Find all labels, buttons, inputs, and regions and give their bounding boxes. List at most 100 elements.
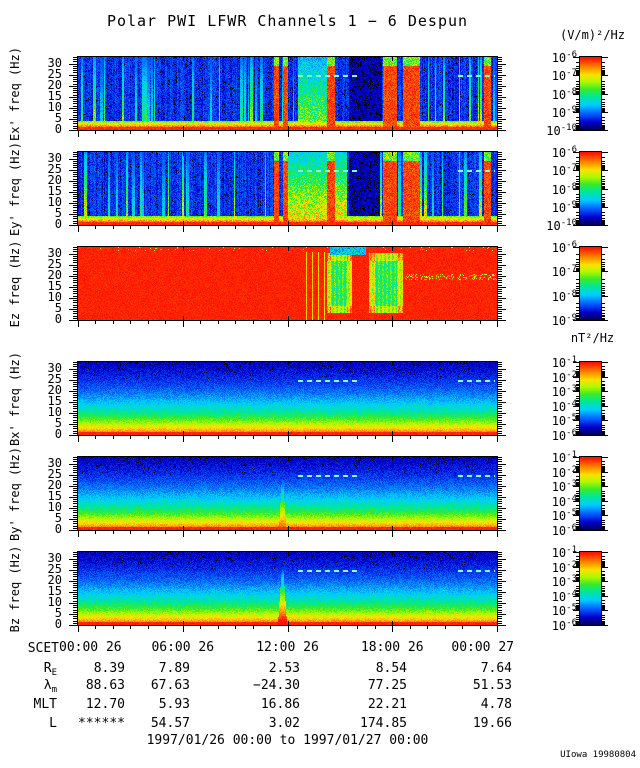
tick-mark xyxy=(498,108,506,109)
y-tick-label: 25 xyxy=(47,67,62,81)
tick-mark xyxy=(73,316,77,317)
colorbar-label-exponent: -4 xyxy=(566,494,577,504)
tick-mark xyxy=(73,552,77,553)
tick-mark xyxy=(73,431,77,432)
tick-mark xyxy=(602,528,605,529)
tick-mark xyxy=(73,433,77,434)
tick-mark xyxy=(498,86,506,87)
tick-mark xyxy=(602,125,605,126)
tick-mark xyxy=(270,626,271,629)
tick-mark xyxy=(498,523,502,524)
y-tick-label: 15 xyxy=(47,279,62,293)
tick-mark xyxy=(576,480,579,481)
tick-mark xyxy=(576,206,579,207)
tick-mark xyxy=(73,377,77,378)
tick-mark xyxy=(69,225,77,226)
tick-mark xyxy=(498,103,502,104)
tick-mark xyxy=(498,596,502,597)
tick-mark xyxy=(602,184,605,185)
tick-mark xyxy=(130,321,131,324)
tick-mark xyxy=(340,226,341,229)
tick-mark xyxy=(69,413,77,414)
tick-mark xyxy=(78,436,79,442)
tick-mark xyxy=(95,226,96,229)
y-tick-label: 20 xyxy=(47,268,62,282)
tick-mark xyxy=(498,411,502,412)
tick-mark xyxy=(576,588,579,589)
tick-mark xyxy=(218,226,219,229)
tick-mark xyxy=(498,484,502,485)
tick-mark xyxy=(602,486,608,487)
tick-mark xyxy=(200,131,201,134)
tick-mark xyxy=(305,321,306,324)
y-tick-label: 15 xyxy=(47,184,62,198)
tick-mark xyxy=(498,221,502,222)
tick-mark xyxy=(602,483,605,484)
tick-mark xyxy=(73,305,77,306)
tick-mark xyxy=(73,610,77,611)
tick-mark xyxy=(73,572,77,573)
tick-mark xyxy=(498,581,506,582)
tick-mark xyxy=(497,131,498,137)
tick-mark xyxy=(69,519,77,520)
tick-mark xyxy=(602,206,605,207)
tick-mark xyxy=(498,170,506,171)
tick-mark xyxy=(73,601,77,602)
tick-mark xyxy=(69,570,77,571)
tick-mark xyxy=(288,226,289,232)
tick-mark xyxy=(602,112,608,113)
colorbar-label-base: 10 xyxy=(551,546,567,560)
tick-mark xyxy=(602,559,605,560)
tick-mark xyxy=(602,62,605,63)
tick-mark xyxy=(498,320,506,321)
y-tick-label: 10 xyxy=(47,405,62,419)
tick-mark xyxy=(78,131,79,137)
tick-mark xyxy=(576,293,579,294)
tick-mark xyxy=(498,554,502,555)
tick-mark xyxy=(602,427,605,428)
ephemeris-value: ****** xyxy=(78,716,125,731)
tick-mark xyxy=(576,288,579,289)
tick-mark xyxy=(576,106,579,107)
ephemeris-row-label-subscript: m xyxy=(51,685,57,695)
tick-mark xyxy=(602,266,605,267)
tick-mark xyxy=(602,471,605,472)
tick-mark xyxy=(498,395,502,396)
y-tick-label: 5 xyxy=(54,416,62,430)
tick-mark xyxy=(498,251,502,252)
y-tick-label: 10 xyxy=(47,500,62,514)
tick-mark xyxy=(576,374,579,375)
tick-mark xyxy=(235,531,236,534)
tick-mark xyxy=(573,271,579,272)
tick-mark xyxy=(576,104,579,105)
tick-mark xyxy=(576,157,579,158)
colorbar-label-exponent: -2 xyxy=(566,370,577,380)
tick-mark xyxy=(602,625,608,626)
tick-mark xyxy=(73,66,77,67)
tick-mark xyxy=(305,531,306,534)
tick-mark xyxy=(576,262,579,263)
tick-mark xyxy=(498,561,502,562)
tick-mark xyxy=(73,373,77,374)
tick-mark xyxy=(73,364,77,365)
y-tick-label: 20 xyxy=(47,383,62,397)
tick-mark xyxy=(498,508,506,509)
tick-mark xyxy=(498,161,502,162)
tick-mark xyxy=(73,616,77,617)
tick-mark xyxy=(576,482,579,483)
tick-mark xyxy=(73,417,77,418)
tick-mark xyxy=(576,268,579,269)
y-tick-label: 20 xyxy=(47,573,62,587)
colorbar-label-exponent: -4 xyxy=(566,589,577,599)
tick-mark xyxy=(498,276,506,277)
tick-mark xyxy=(602,593,605,594)
tick-mark xyxy=(322,436,323,439)
tick-mark xyxy=(498,305,502,306)
tick-mark xyxy=(322,321,323,324)
tick-mark xyxy=(573,486,579,487)
ephemeris-value: 54.57 xyxy=(150,716,190,731)
tick-mark xyxy=(576,179,579,180)
tick-mark xyxy=(498,457,502,458)
tick-mark xyxy=(498,218,502,219)
